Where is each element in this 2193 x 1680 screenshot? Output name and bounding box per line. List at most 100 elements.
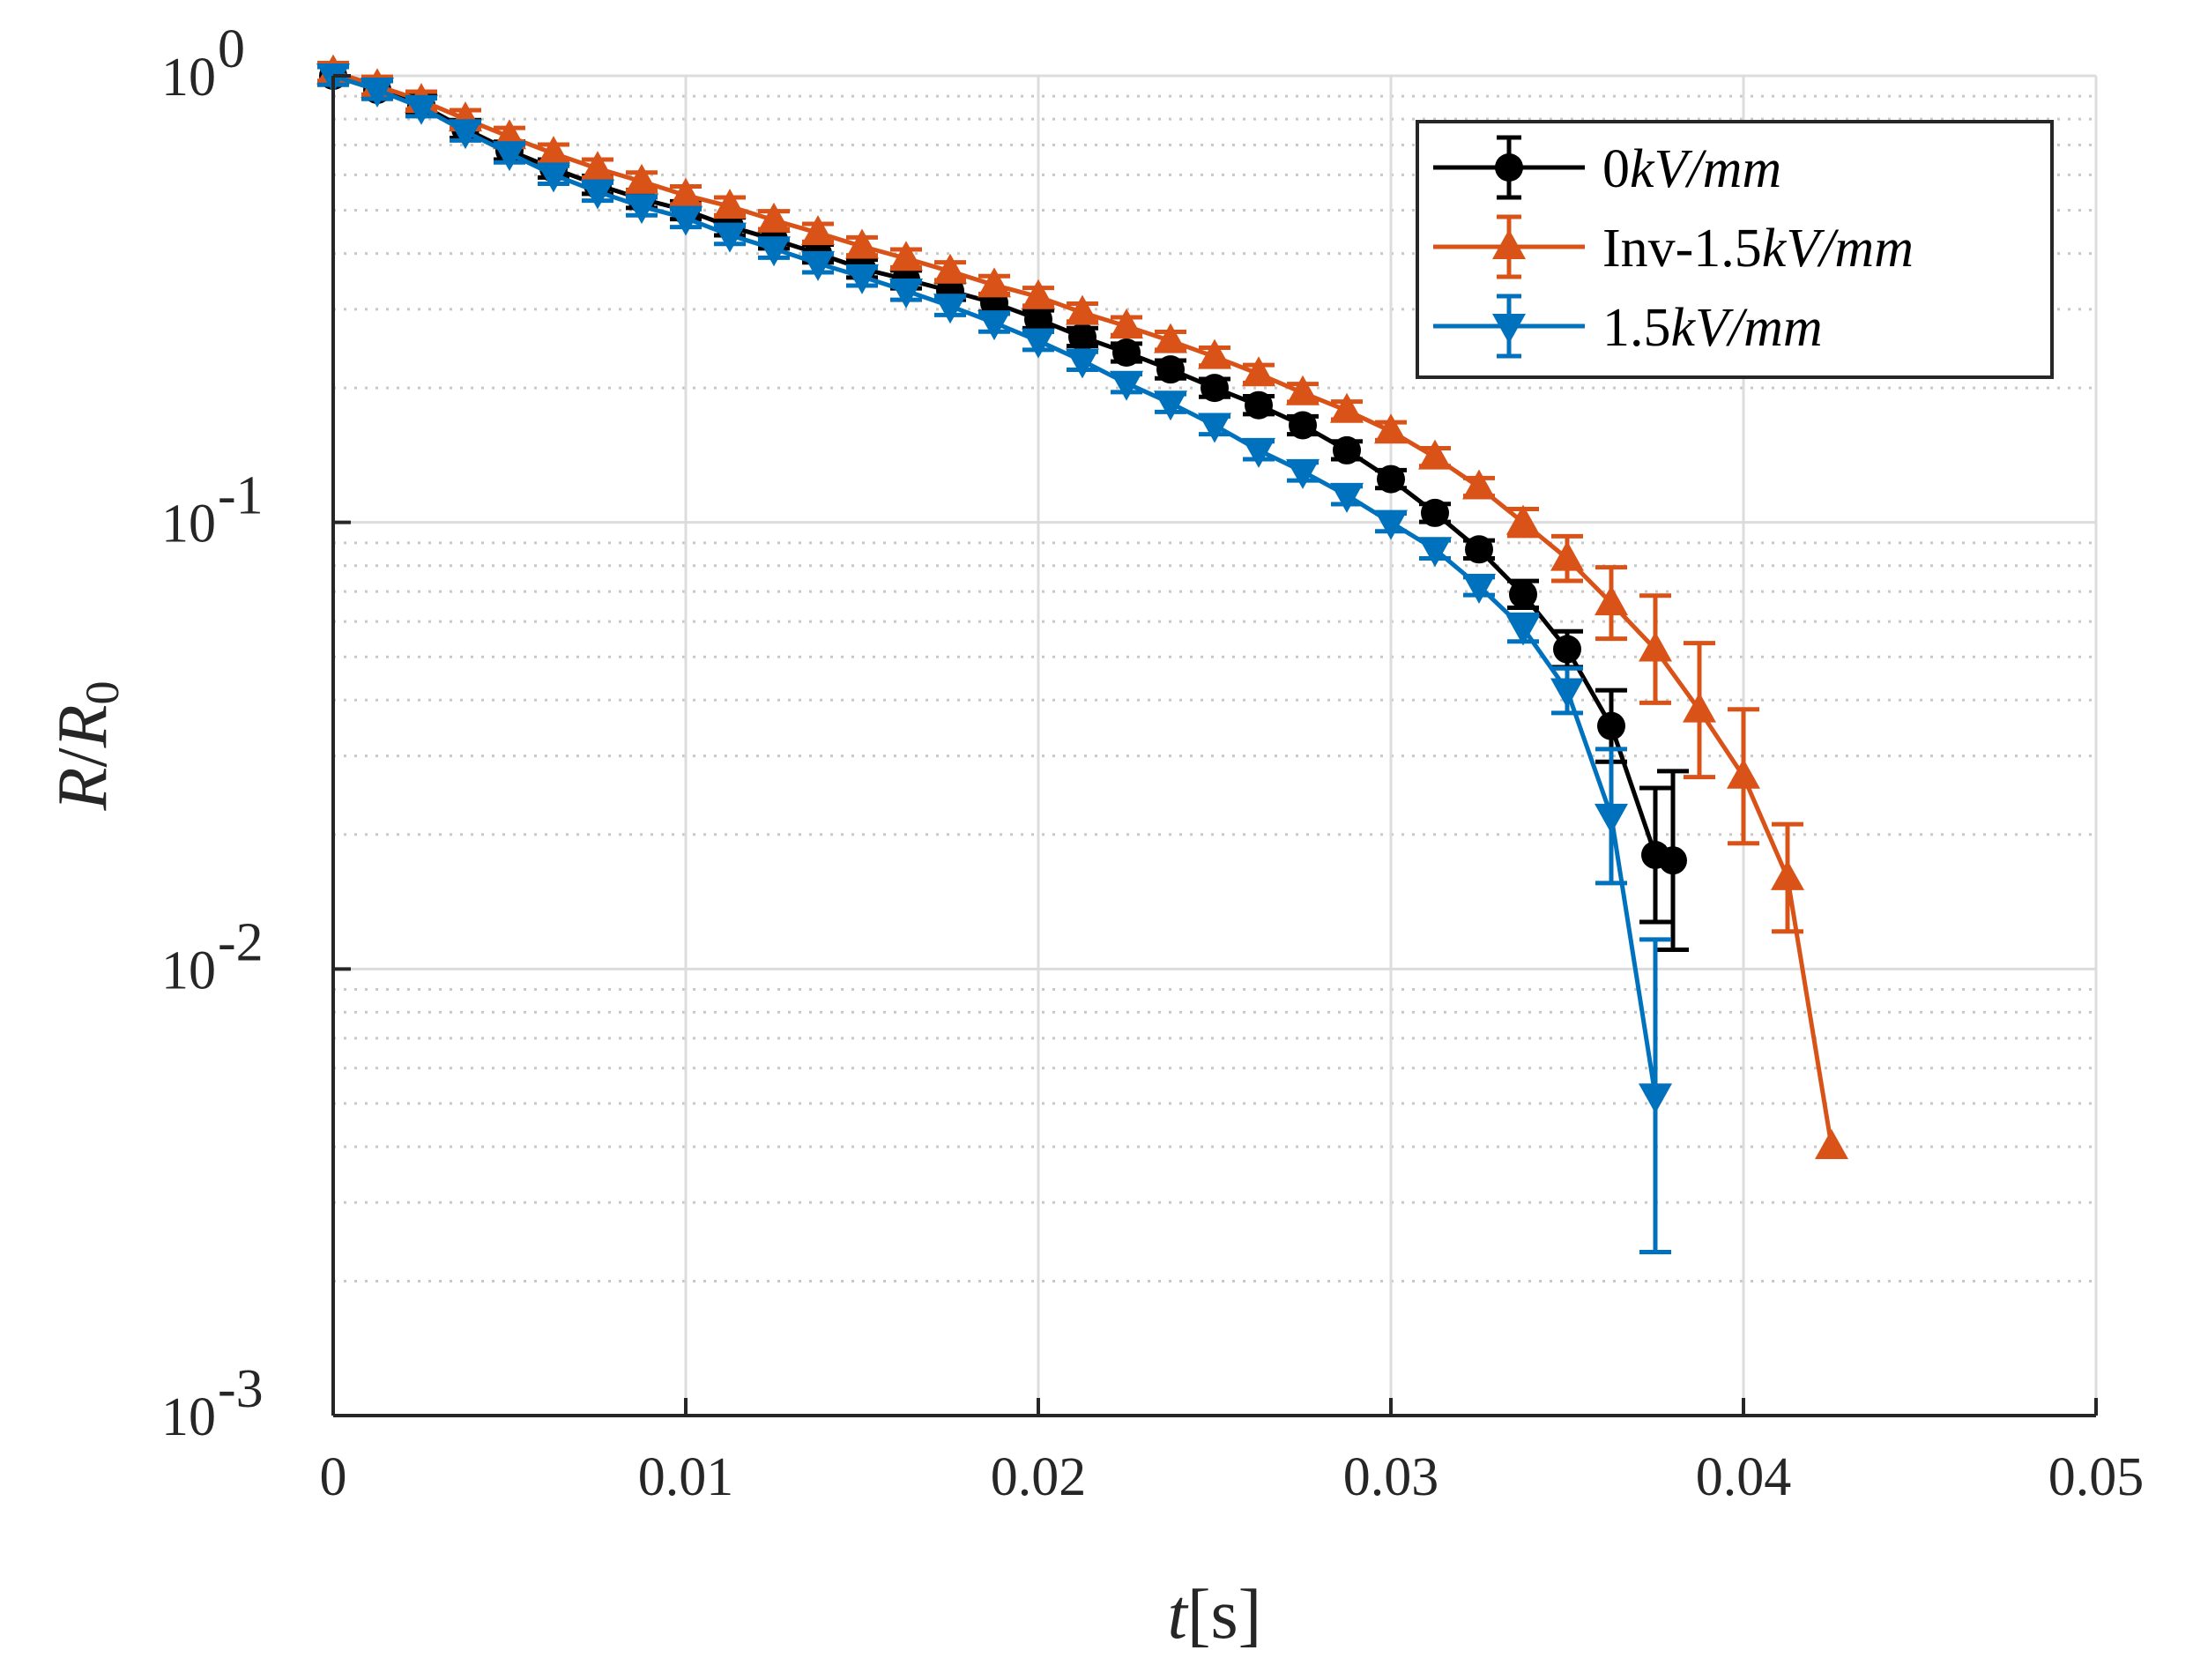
data-point bbox=[625, 163, 658, 194]
data-point bbox=[1198, 338, 1231, 369]
data-point bbox=[1418, 537, 1452, 568]
data-point bbox=[1068, 323, 1096, 352]
data-point bbox=[1506, 504, 1540, 535]
data-point bbox=[1330, 392, 1364, 423]
data-point bbox=[1418, 439, 1452, 470]
data-point bbox=[493, 141, 526, 172]
data-point bbox=[449, 119, 482, 150]
axis-labels: t[s] R/R0 bbox=[44, 681, 1261, 1654]
data-point bbox=[1374, 413, 1408, 444]
y-tick-label: 10 bbox=[161, 494, 216, 554]
x-tick-label: 0 bbox=[320, 1447, 347, 1507]
data-point bbox=[1242, 437, 1275, 468]
data-point bbox=[1683, 692, 1716, 723]
data-point bbox=[1066, 294, 1099, 325]
data-point bbox=[669, 205, 703, 236]
x-tick-label: 0.02 bbox=[991, 1447, 1087, 1507]
data-point bbox=[1462, 469, 1496, 500]
x-tick-label: 0.01 bbox=[638, 1447, 734, 1507]
x-tick-label: 0.05 bbox=[2048, 1447, 2145, 1507]
data-point bbox=[1245, 390, 1273, 420]
data-point bbox=[1374, 509, 1408, 540]
data-point bbox=[801, 250, 835, 281]
legend-entry-0: 0kV/mm bbox=[1433, 135, 1781, 200]
data-point bbox=[1509, 580, 1537, 609]
data-point bbox=[1286, 458, 1320, 489]
data-point bbox=[1333, 435, 1361, 465]
data-point bbox=[713, 222, 747, 253]
data-point bbox=[1286, 375, 1320, 405]
data-point bbox=[1462, 573, 1496, 604]
data-point bbox=[1022, 328, 1055, 359]
data-point bbox=[1198, 413, 1231, 443]
data-point bbox=[537, 136, 570, 167]
data-point bbox=[801, 215, 835, 246]
data-point bbox=[1110, 308, 1143, 339]
data-point bbox=[1112, 338, 1141, 368]
legend: 0kV/mm Inv-1.5kV/mm 1.5kV/mm bbox=[1416, 120, 2054, 379]
data-point bbox=[757, 236, 791, 267]
data-point bbox=[1465, 535, 1493, 564]
data-point bbox=[1421, 498, 1449, 527]
data-point bbox=[625, 194, 658, 225]
data-point bbox=[1330, 482, 1364, 513]
data-point bbox=[1639, 1083, 1672, 1114]
data-point bbox=[669, 177, 703, 208]
data-point bbox=[581, 179, 614, 210]
legend-entry-2: 1.5kV/mm bbox=[1433, 294, 1823, 359]
legend-marker bbox=[1492, 229, 1526, 259]
data-point bbox=[1289, 411, 1317, 440]
legend-marker bbox=[1492, 314, 1526, 344]
legend-box bbox=[1416, 120, 2054, 379]
legend-label: Inv-1.5kV/mm bbox=[1602, 219, 1914, 279]
data-point bbox=[757, 202, 791, 233]
x-axis-label: t[s] bbox=[1168, 1576, 1262, 1654]
data-point bbox=[1242, 356, 1275, 387]
legend-label: 1.5kV/mm bbox=[1602, 298, 1823, 358]
x-tick-label: 0.04 bbox=[1696, 1447, 1792, 1507]
data-point bbox=[1639, 631, 1672, 662]
data-point bbox=[933, 253, 967, 284]
x-tick-label: 0.03 bbox=[1343, 1447, 1439, 1507]
data-point bbox=[978, 267, 1011, 298]
y-tick-exponent: -3 bbox=[218, 1359, 264, 1419]
series-2 bbox=[316, 63, 1672, 1255]
y-tick-label: 10 bbox=[161, 940, 216, 1000]
data-point bbox=[1022, 279, 1055, 309]
legend-marker bbox=[1495, 153, 1523, 182]
data-point bbox=[845, 264, 879, 294]
y-tick-label: 10 bbox=[161, 48, 216, 108]
series-layer bbox=[316, 54, 1848, 1255]
y-axis-label: R/R0 bbox=[44, 681, 129, 812]
y-tick-exponent: 0 bbox=[218, 19, 245, 79]
data-point bbox=[1201, 374, 1229, 403]
data-point bbox=[1377, 465, 1405, 494]
data-point bbox=[1595, 585, 1628, 616]
data-point bbox=[1024, 305, 1052, 334]
data-point bbox=[1156, 355, 1185, 384]
data-point bbox=[845, 228, 879, 259]
data-point bbox=[713, 189, 747, 219]
data-point bbox=[1066, 348, 1099, 379]
data-point bbox=[1597, 711, 1625, 740]
data-point bbox=[889, 278, 923, 308]
data-point bbox=[889, 241, 923, 271]
data-point bbox=[1550, 678, 1584, 709]
data-point bbox=[1154, 390, 1187, 421]
data-point bbox=[978, 310, 1011, 341]
data-point bbox=[1506, 615, 1540, 646]
data-point bbox=[1154, 323, 1187, 353]
data-point bbox=[1595, 803, 1628, 834]
data-point bbox=[1553, 635, 1581, 664]
data-point bbox=[1815, 1128, 1848, 1159]
data-point bbox=[1727, 758, 1760, 789]
legend-entry-1: Inv-1.5kV/mm bbox=[1433, 214, 1914, 279]
data-point bbox=[537, 162, 570, 193]
data-point bbox=[361, 77, 394, 108]
data-point bbox=[933, 294, 967, 324]
data-point bbox=[1659, 846, 1687, 875]
data-point bbox=[1110, 370, 1143, 401]
data-point bbox=[405, 94, 438, 125]
